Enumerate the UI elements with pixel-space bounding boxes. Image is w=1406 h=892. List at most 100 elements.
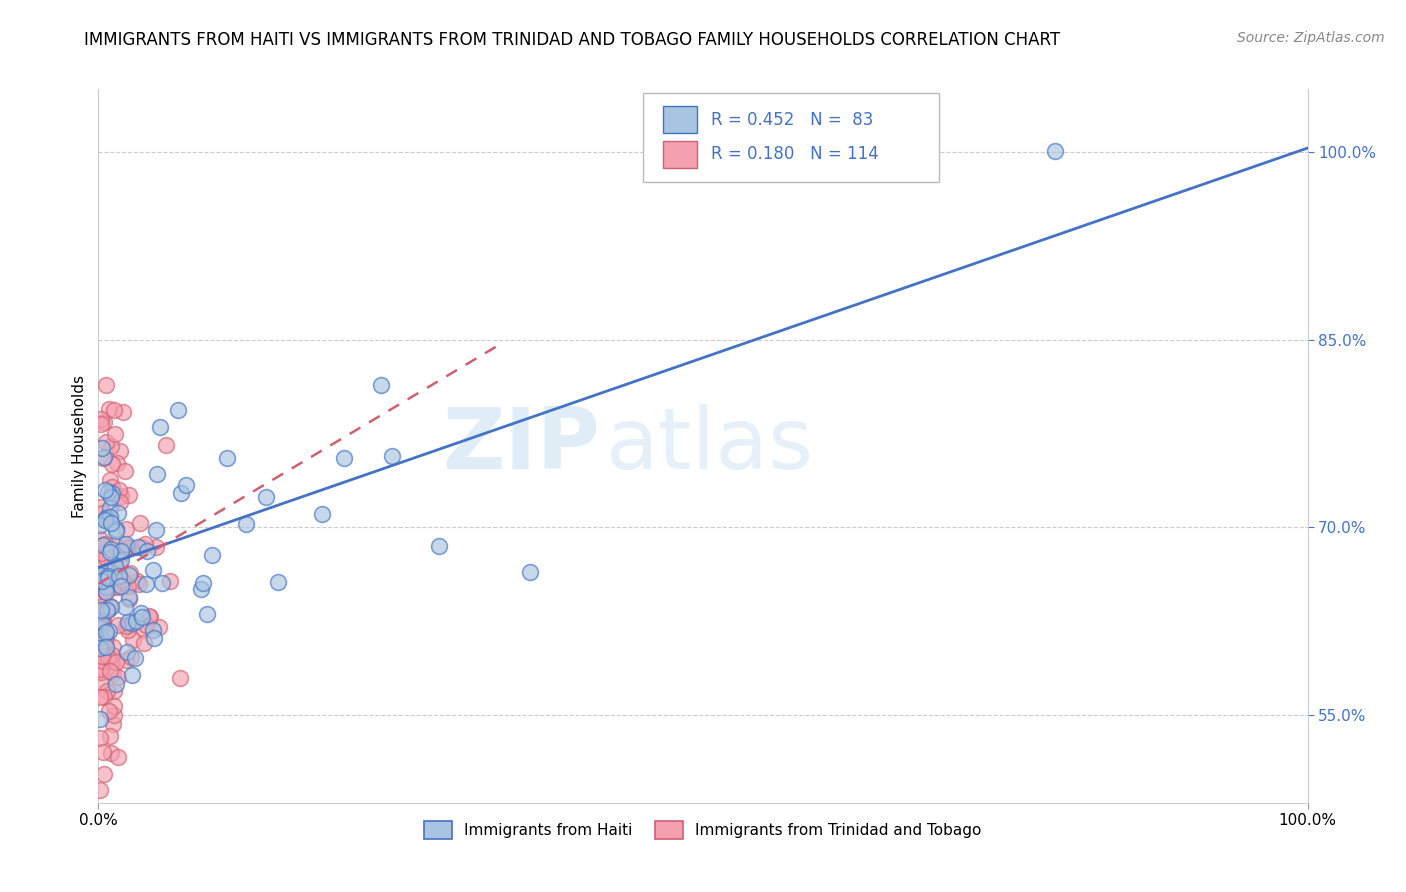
Point — [89, 567, 111, 582]
Point — [100, 729, 122, 743]
Point — [93, 690, 115, 705]
Point — [101, 580, 124, 594]
Point — [146, 467, 169, 481]
Point — [110, 544, 132, 558]
Point — [108, 568, 131, 582]
Point — [134, 577, 156, 591]
Point — [125, 614, 148, 628]
Point — [89, 554, 111, 568]
Point — [267, 574, 290, 589]
Point — [104, 522, 127, 536]
Point — [89, 712, 111, 726]
Point — [97, 650, 120, 665]
Point — [114, 540, 136, 554]
Point — [89, 731, 111, 746]
Point — [97, 402, 120, 417]
Point — [118, 591, 141, 606]
Point — [93, 615, 115, 629]
Point — [108, 547, 131, 561]
Point — [155, 438, 177, 452]
Point — [94, 584, 117, 599]
Point — [519, 566, 541, 580]
Point — [142, 562, 165, 576]
Point — [427, 540, 450, 554]
Point — [115, 619, 138, 633]
Point — [107, 580, 129, 594]
Point — [107, 670, 129, 684]
Point — [89, 783, 111, 797]
Point — [90, 646, 112, 660]
Text: atlas: atlas — [606, 404, 814, 488]
Point — [107, 506, 129, 520]
Point — [381, 449, 404, 463]
Point — [100, 665, 122, 679]
Point — [139, 610, 162, 624]
Point — [105, 655, 128, 669]
Point — [93, 415, 115, 429]
Point — [169, 486, 191, 500]
Point — [93, 450, 115, 465]
Point — [91, 441, 114, 455]
Text: R = 0.180   N = 114: R = 0.180 N = 114 — [711, 145, 879, 163]
Point — [333, 451, 356, 466]
Point — [91, 547, 114, 561]
Point — [98, 545, 121, 559]
Point — [108, 444, 131, 458]
Point — [89, 611, 111, 625]
Point — [94, 483, 117, 498]
Point — [110, 547, 132, 561]
Point — [89, 641, 111, 656]
Point — [104, 559, 127, 574]
Point — [98, 599, 121, 613]
Point — [107, 555, 129, 569]
Point — [105, 456, 128, 470]
Point — [96, 684, 118, 698]
Point — [89, 690, 111, 705]
Point — [103, 665, 125, 680]
Point — [118, 540, 141, 554]
Point — [98, 501, 121, 516]
Point — [96, 603, 118, 617]
Point — [98, 473, 121, 487]
Point — [121, 615, 143, 630]
Point — [107, 617, 129, 632]
Point — [89, 662, 111, 676]
Point — [101, 648, 124, 663]
Point — [97, 568, 120, 582]
Point — [121, 668, 143, 682]
Point — [98, 572, 121, 586]
Point — [114, 652, 136, 666]
Bar — [664, 106, 697, 134]
Point — [100, 480, 122, 494]
Point — [110, 553, 132, 567]
Point — [112, 405, 135, 419]
Point — [124, 651, 146, 665]
Text: Source: ZipAtlas.com: Source: ZipAtlas.com — [1237, 31, 1385, 45]
Point — [169, 671, 191, 685]
Point — [96, 624, 118, 639]
Point — [90, 604, 112, 618]
Point — [117, 617, 139, 632]
Point — [100, 541, 122, 556]
Point — [107, 565, 129, 579]
Point — [195, 607, 218, 621]
Point — [110, 489, 132, 503]
Point — [143, 631, 166, 645]
Point — [91, 592, 114, 607]
Point — [108, 483, 131, 497]
Point — [117, 579, 139, 593]
Point — [1045, 144, 1067, 158]
Point — [89, 518, 111, 533]
Text: ZIP: ZIP — [443, 404, 600, 488]
Point — [201, 548, 224, 562]
Point — [89, 621, 111, 635]
Point — [97, 572, 120, 586]
Point — [90, 649, 112, 664]
Point — [174, 478, 197, 492]
Point — [145, 523, 167, 537]
Point — [94, 434, 117, 449]
Point — [101, 717, 124, 731]
Point — [370, 378, 392, 392]
Y-axis label: Family Households: Family Households — [72, 375, 87, 517]
Point — [110, 579, 132, 593]
